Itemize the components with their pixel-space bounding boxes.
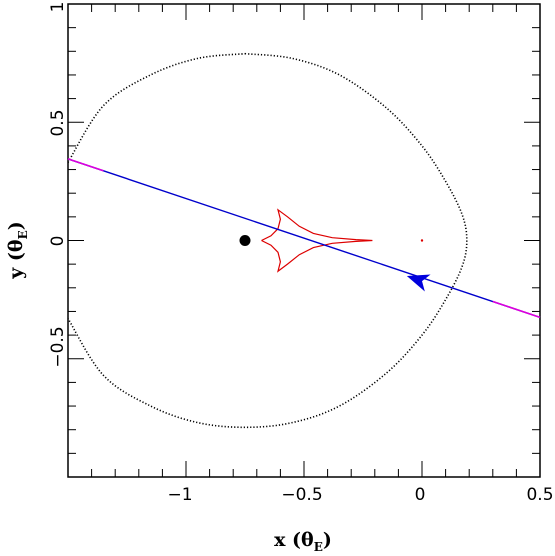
y-tick-label-2: 0.5	[48, 109, 68, 136]
y-tick-label-3: 1	[48, 2, 68, 13]
critical-curve-upper-left	[67, 52, 246, 163]
caustic-shape	[261, 208, 373, 273]
y-tick-label-1: 0	[48, 236, 68, 247]
trajectory-end-segment	[492, 300, 541, 319]
y-tick-label-0: −0.5	[48, 326, 68, 367]
trajectory-arrow	[406, 274, 431, 292]
y-axis-label: y (θE)	[5, 221, 30, 279]
lens-star	[239, 235, 251, 246]
axis-ticks	[67, 3, 541, 478]
lens-star-dot	[239, 235, 251, 246]
trajectory-end-segment	[67, 158, 104, 172]
caustic-curve	[261, 208, 424, 273]
critical-curve-main	[67, 52, 468, 429]
x-axis-label: x (θE)	[274, 529, 332, 554]
critical-curve	[67, 52, 468, 429]
source-trajectory	[67, 158, 541, 319]
x-tick-label-3: 0.5	[526, 485, 553, 505]
x-tick-label-0: −1	[167, 485, 192, 505]
x-tick-label-2: 0	[415, 485, 426, 505]
plot-border	[67, 3, 541, 478]
trajectory-line	[67, 158, 541, 319]
plot-frame	[67, 3, 541, 478]
x-tick-label-1: −0.5	[281, 485, 322, 505]
caustic-secondary-point	[420, 239, 424, 242]
